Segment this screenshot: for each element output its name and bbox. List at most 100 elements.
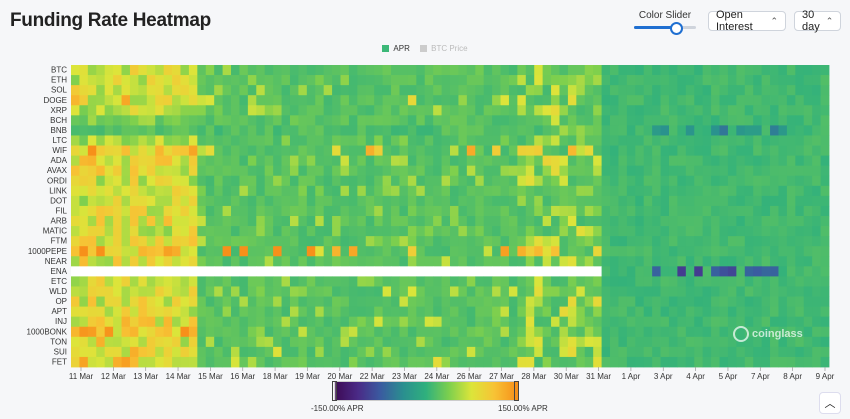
heatmap-cell [761, 125, 771, 136]
heatmap-cell [205, 356, 215, 368]
heatmap-cell [795, 296, 805, 307]
heatmap-cell [593, 256, 602, 267]
heatmap-cell [231, 296, 240, 307]
heatmap-cell [803, 296, 813, 307]
heatmap-cell [668, 246, 678, 257]
heatmap-cell [778, 266, 788, 277]
heatmap-cell [239, 115, 249, 126]
heatmap-cell [500, 316, 510, 328]
chart-legend: APR BTC Price [0, 44, 850, 54]
scroll-to-top-button[interactable]: ︿ [819, 392, 841, 414]
heatmap-cell [71, 246, 80, 257]
heatmap-cell [172, 65, 181, 76]
heatmap-cell [753, 266, 763, 277]
heatmap-cell [500, 195, 510, 207]
heatmap-cell [256, 165, 266, 177]
heatmap-cell [593, 125, 602, 136]
heatmap-cell [576, 175, 586, 187]
heatmap-cell [231, 356, 240, 368]
heatmap-cell [146, 256, 156, 267]
heatmap-cell [626, 125, 636, 136]
heatmap-cell [517, 326, 527, 338]
heatmap-cell [391, 216, 400, 227]
heatmap-cell [289, 326, 299, 338]
heatmap-cell [87, 75, 97, 86]
heatmap-cell [197, 95, 207, 106]
heatmap-cell [525, 246, 535, 257]
heatmap-cell [138, 165, 148, 177]
heatmap-cell [155, 95, 165, 106]
heatmap-cell [525, 105, 535, 116]
heatmap-cell [79, 356, 89, 368]
heatmap-cell [256, 155, 266, 167]
legend-item-apr[interactable]: APR [382, 44, 410, 53]
heatmap-cell [87, 165, 97, 177]
color-scale-min-handle[interactable] [332, 381, 337, 401]
heatmap-cell [593, 155, 602, 167]
heatmap-cell [172, 95, 181, 106]
heatmap-cell [146, 306, 156, 318]
heatmap-cell [365, 175, 375, 187]
heatmap-cell [753, 95, 763, 106]
heatmap-cell [475, 155, 485, 167]
heatmap-cell [391, 165, 400, 177]
color-slider[interactable]: Color Slider [634, 10, 696, 35]
heatmap-cell [273, 236, 282, 247]
heatmap-cell [475, 145, 485, 156]
heatmap-cell [525, 125, 535, 136]
heatmap-cell [618, 246, 628, 257]
metric-dropdown[interactable]: Open Interest ⌃ [708, 9, 786, 33]
heatmap-cell [273, 65, 282, 76]
heatmap-cell [483, 65, 493, 76]
heatmap-cell [264, 115, 274, 126]
heatmap-cell [273, 336, 282, 348]
heatmap-cell [466, 175, 476, 187]
color-scale-max-handle[interactable] [514, 381, 519, 401]
heatmap-cell [492, 205, 501, 217]
heatmap-cell [129, 75, 139, 86]
heatmap-cell [197, 296, 207, 307]
heatmap-cell [635, 306, 645, 318]
heatmap-cell [677, 346, 687, 358]
heatmap-cell [517, 75, 527, 86]
heatmap-cell [770, 236, 779, 247]
heatmap-cell [441, 286, 451, 297]
heatmap-cell [129, 346, 139, 358]
heatmap-cell [685, 266, 695, 277]
heatmap-cell [256, 346, 266, 358]
heatmap-cell [660, 105, 670, 116]
heatmap-cell [786, 75, 796, 86]
heatmap-cell [239, 65, 249, 76]
heatmap-cell [618, 75, 628, 86]
slider-track[interactable] [634, 22, 696, 35]
heatmap-cell [466, 266, 476, 277]
heatmap-cell [424, 75, 434, 86]
heatmap-cell [71, 226, 80, 237]
heatmap-cell [96, 145, 106, 156]
range-dropdown[interactable]: 30 day ⌃ [794, 9, 841, 33]
slider-thumb[interactable] [669, 22, 683, 35]
heatmap-cell [593, 286, 602, 297]
heatmap-cell [87, 296, 97, 307]
heatmap-cell [96, 135, 106, 146]
heatmap-cell [79, 266, 89, 277]
heatmap-cell [761, 356, 771, 368]
heatmap-cell [214, 105, 223, 116]
color-scale-bar[interactable] [330, 381, 522, 401]
legend-item-btc-price[interactable]: BTC Price [420, 44, 468, 53]
heatmap-cell [626, 306, 636, 318]
heatmap-cell [104, 286, 114, 297]
heatmap-cell [441, 115, 451, 126]
heatmap-cell [753, 216, 763, 227]
heatmap-cell [264, 185, 274, 197]
heatmap-cell [719, 316, 729, 328]
heatmap-cell [121, 105, 131, 116]
heatmap-cell [635, 346, 645, 358]
heatmap-cell [685, 336, 695, 348]
heatmap-cell [231, 346, 240, 358]
heatmap-cell [155, 216, 165, 227]
heatmap-cell [803, 185, 813, 197]
heatmap-cell [677, 145, 687, 156]
heatmap-cell [610, 256, 619, 267]
heatmap-cell [256, 296, 266, 307]
